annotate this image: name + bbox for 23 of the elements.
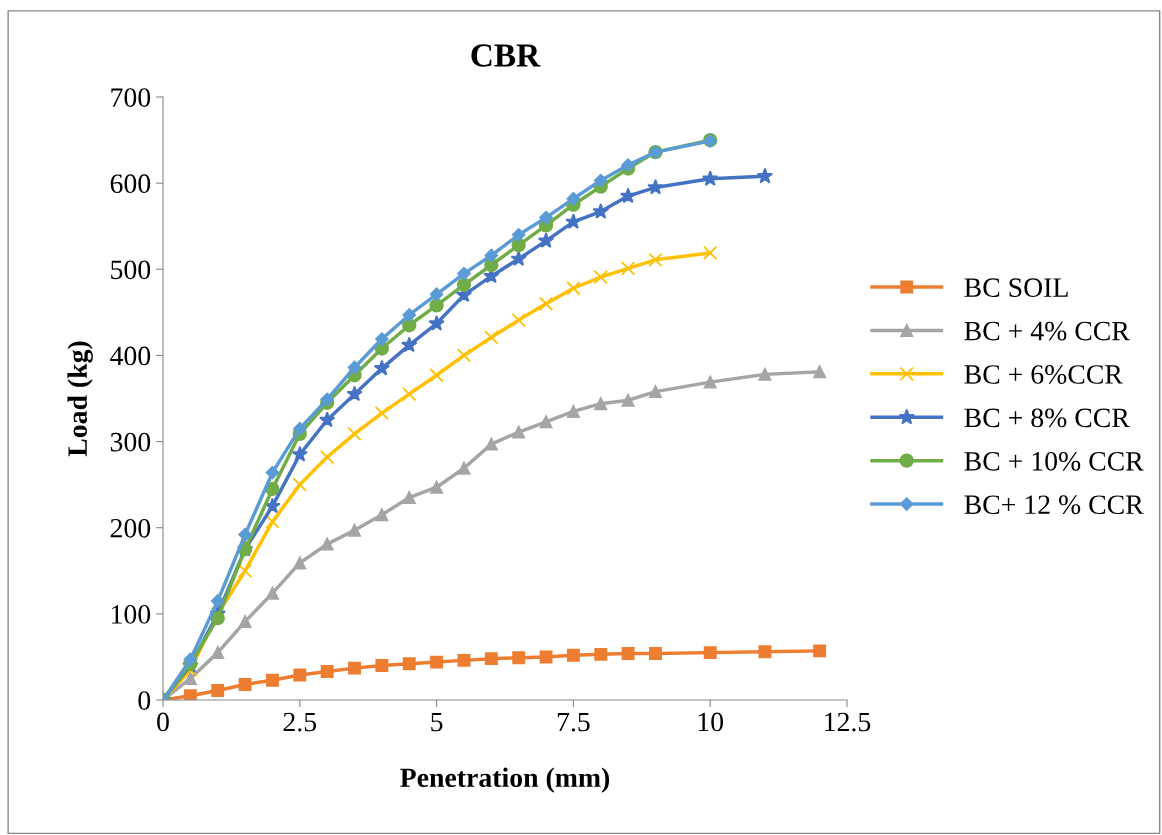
x-tick-label: 7.5 — [557, 712, 590, 732]
legend-label: BC SOIL — [964, 278, 1068, 297]
x-tick-label: 12.5 — [825, 712, 871, 732]
legend-label: BC + 10% CCR — [964, 451, 1144, 471]
x-tick-label: 5 — [431, 712, 443, 732]
x-axis-title: Penetration (mm) — [400, 767, 610, 793]
x-tick-label: 10 — [698, 712, 724, 732]
y-tick-label: 0 — [138, 691, 151, 710]
y-tick-label: 300 — [110, 432, 151, 452]
y-tick-label: 200 — [110, 518, 151, 538]
y-tick-label: 100 — [111, 605, 151, 624]
legend-label: BC + 6%CCR — [964, 365, 1123, 384]
y-tick-label: 700 — [111, 88, 151, 107]
y-tick-label: 500 — [111, 260, 151, 280]
legend-label: BC+ 12 % CCR — [964, 495, 1144, 515]
legend-label: BC + 4% CCR — [964, 321, 1130, 341]
y-axis-title: Load (kg) — [67, 341, 93, 457]
x-tick-label: 0 — [157, 712, 169, 732]
x-tick-label: 2.5 — [283, 712, 317, 732]
y-tick-label: 600 — [110, 174, 151, 194]
legend-label: BC + 8% CCR — [964, 408, 1130, 428]
y-tick-label: 400 — [110, 346, 151, 366]
chart-title: CBR — [471, 44, 541, 67]
